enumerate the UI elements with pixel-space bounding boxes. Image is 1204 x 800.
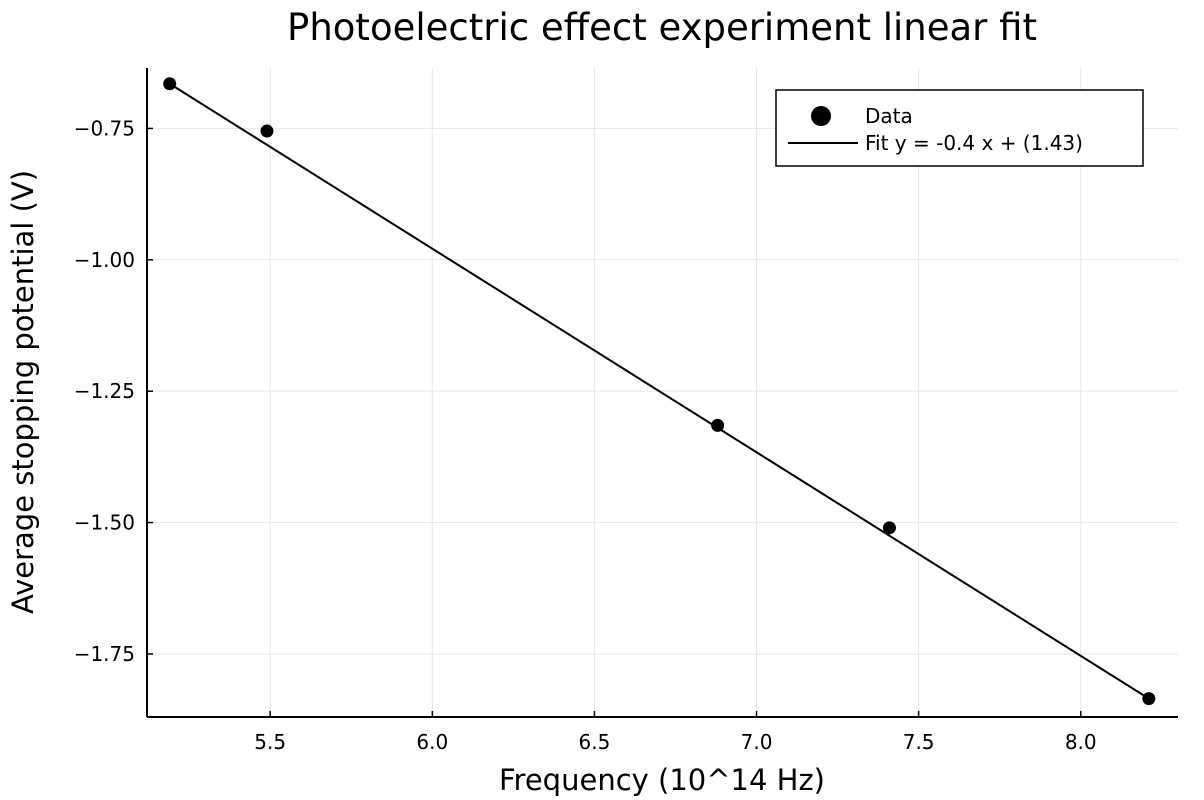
- y-axis-label: Average stopping potential (V): [6, 170, 40, 614]
- legend-box: [775, 89, 1144, 167]
- chart-title: Photoelectric effect experiment linear f…: [287, 6, 1037, 49]
- x-tick-label: 6.0: [416, 730, 448, 754]
- y-tick-label: −1.75: [74, 642, 135, 666]
- grid: [147, 68, 1178, 717]
- data-point: [1142, 692, 1156, 706]
- legend: Data Fit y = -0.4 x + (1.43): [775, 89, 1144, 167]
- legend-marker-data: [811, 106, 831, 126]
- data-point: [163, 77, 177, 91]
- fit-line: [169, 82, 1150, 700]
- x-tick-label: 7.5: [903, 730, 935, 754]
- y-tick-label: −0.75: [74, 116, 135, 140]
- x-tick-label: 7.0: [741, 730, 773, 754]
- x-axis-label: Frequency (10^14 Hz): [499, 763, 825, 797]
- x-tick-label: 5.5: [254, 730, 286, 754]
- data-point: [882, 521, 896, 535]
- y-tick-label: −1.50: [74, 511, 135, 535]
- ticks: 5.5 6.0 6.5 7.0 7.5 8.0 −0.75 −1.00 −1.25 −1.50 −1…: [74, 116, 1097, 754]
- x-tick-label: 6.5: [579, 730, 611, 754]
- legend-label-data: Data: [865, 104, 913, 128]
- data-point: [711, 418, 725, 432]
- y-tick-label: −1.25: [74, 379, 135, 403]
- plot-area: [163, 77, 1156, 706]
- y-tick-label: −1.00: [74, 248, 135, 272]
- data-point: [260, 124, 274, 138]
- legend-label-fit: Fit y = -0.4 x + (1.43): [865, 131, 1083, 155]
- x-tick-label: 8.0: [1065, 730, 1097, 754]
